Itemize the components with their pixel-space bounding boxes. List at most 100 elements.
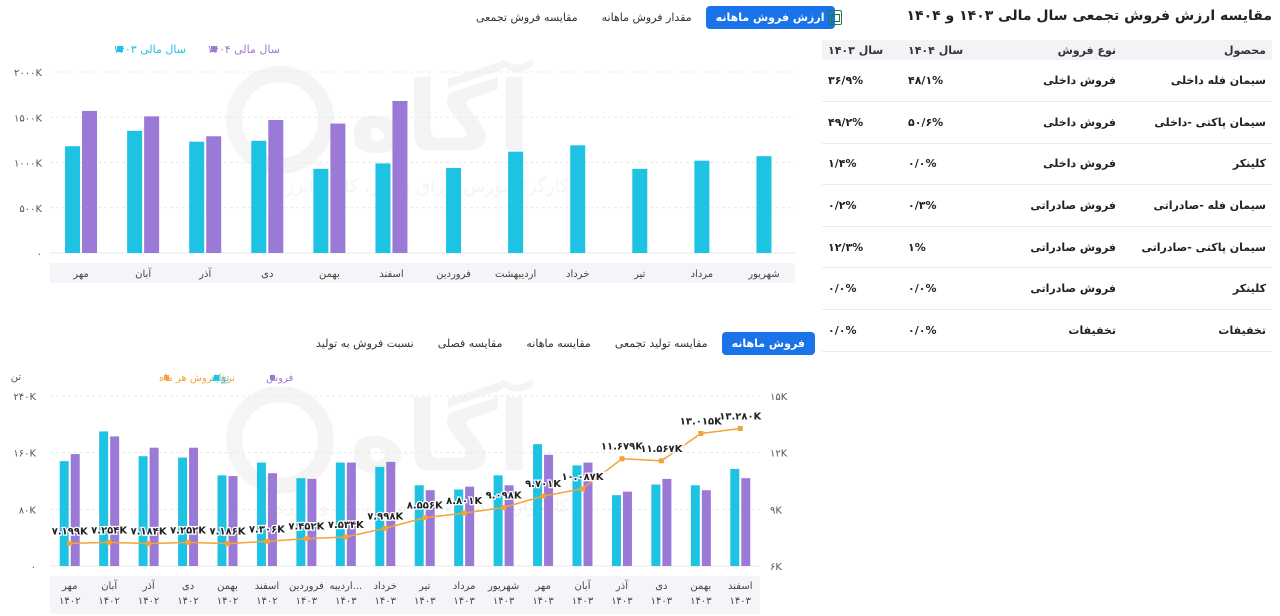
excel-export-icon[interactable]: [828, 10, 842, 25]
chart2-x-tick-month: اردیبه...: [329, 581, 362, 592]
cell-sales-type: فروش صادراتی: [982, 226, 1122, 269]
chart1-legend-label-1404: سال مالی ۱۴۰۴: [207, 43, 280, 56]
header-product: محصول: [1122, 40, 1272, 60]
bottom-chart-tabs: فروش ماهانه مقایسه تولید تجمعی مقایسه ماها…: [306, 332, 815, 355]
chart1-x-axis-band: [50, 263, 795, 283]
chart2-x-tick-month: آبان: [575, 579, 592, 592]
cumulative-sales-table: محصول نوع فروش سال ۱۴۰۴ سال ۱۴۰۳ سیمان ف…: [822, 40, 1272, 352]
cell-product: کلینکر: [1122, 267, 1272, 311]
watermark-tagline: کارگزار بورس اوراق بهادار، کالا و انرژی: [271, 175, 569, 197]
chart2-bar-sales: [741, 478, 751, 566]
chart2-x-axis-band: [50, 576, 760, 614]
chart2-x-tick-month: اسفند: [255, 581, 279, 592]
chart2-y-left-tick-label: ۱۶۰K: [13, 449, 36, 460]
chart1-bar-1403: [570, 145, 586, 253]
chart1-x-tick-label: دی: [261, 269, 273, 280]
chart2-legend-swatch-sales: [270, 375, 275, 380]
chart2-x-tick-year: ۱۴۰۲: [138, 596, 159, 607]
chart2-rate-point: [382, 525, 388, 531]
bottom-tab-1[interactable]: مقایسه تولید تجمعی: [614, 337, 708, 350]
chart1-x-tick-label: خرداد: [566, 269, 589, 280]
chart2-bar-production: [493, 475, 503, 566]
chart1-bar-1403: [375, 163, 391, 253]
chart2-rate-data-label: ۱۱.۵۶۷K: [640, 444, 683, 455]
chart2-rate-data-label: ۷.۲۵۴K: [91, 525, 128, 536]
cell-year-1404: ۵۰/۶%: [902, 101, 982, 144]
cell-product: کلینکر: [1122, 143, 1272, 186]
table-row: کلینکر فروش صادراتی ۰/۰% ۰/۰%: [822, 267, 1272, 311]
chart2-x-tick-year: ۱۴۰۲: [59, 596, 80, 607]
cell-product: سیمان پاکتی -صادراتی: [1122, 226, 1272, 269]
cell-sales-type: فروش صادراتی: [982, 184, 1122, 227]
chart2-rate-data-label: ۱۰.۰۸۷K: [561, 472, 604, 483]
top-tab-1[interactable]: مقدار فروش ماهانه: [601, 11, 692, 24]
chart2-bar-sales: [425, 490, 435, 566]
bottom-tab-2[interactable]: مقایسه ماهانه: [526, 337, 591, 350]
bottom-tab-4[interactable]: نسبت فروش به تولید: [316, 337, 414, 350]
chart2-x-tick-year: ۱۴۰۳: [453, 596, 475, 607]
chart1-bar-1403: [694, 160, 710, 253]
header-year-1404: سال ۱۴۰۴: [902, 40, 982, 60]
cell-year-1404: ۰/۰%: [902, 267, 982, 311]
cumulative-sales-comparison-panel: مقایسه ارزش فروش تجمعی سال مالی ۱۴۰۳ و ۱…: [822, 0, 1272, 352]
chart2-x-tick-year: ۱۴۰۲: [177, 596, 198, 607]
chart2-x-tick-year: ۱۴۰۳: [493, 596, 515, 607]
table-row: سیمان فله داخلی فروش داخلی ۴۸/۱% ۳۶/۹%: [822, 60, 1272, 103]
chart2-x-tick-month: شهریور: [487, 581, 519, 592]
chart2-x-tick-month: دی: [655, 581, 667, 592]
cell-year-1404: ۰/۰%: [902, 309, 982, 352]
chart1-legend-swatch-1403: [117, 46, 123, 52]
chart1-x-tick-label: بهمن: [319, 269, 340, 280]
chart2-rate-data-label: ۷.۹۹۸K: [367, 511, 404, 522]
cell-year-1403: ۰/۲%: [822, 184, 902, 227]
chart2-rate-point: [264, 538, 270, 544]
chart2-y-left-tick-label: ۰: [31, 562, 36, 573]
bottom-tab-0[interactable]: فروش ماهانه: [721, 332, 815, 355]
chart2-rate-data-label: ۷.۲۵۲K: [170, 525, 207, 536]
cell-year-1404: ۰/۳%: [902, 184, 982, 227]
chart2-rate-data-label: ۹.۰۹۸K: [486, 490, 523, 501]
chart2-rate-point: [146, 541, 152, 547]
chart2-rate-point: [580, 486, 585, 492]
chart2-bar-production: [572, 465, 582, 566]
chart2-bar-sales: [228, 476, 238, 566]
chart2-bar-production: [217, 475, 227, 566]
cell-year-1403: ۰/۰%: [822, 267, 902, 311]
chart2-bar-production: [730, 468, 740, 566]
chart1-bar-1404: [330, 123, 346, 254]
chart2-bar-sales: [583, 462, 593, 566]
chart2-bar-production: [533, 444, 543, 566]
chart2-rate-data-label: ۱۳.۲۸۰K: [719, 411, 762, 422]
chart1-y-tick-label: ۱۰۰۰K: [14, 159, 42, 170]
chart2-rate-point: [106, 539, 112, 545]
chart1-x-tick-label: آذر: [198, 267, 212, 280]
chart1-legend-swatch-1404: [211, 46, 217, 52]
chart2-rate-point: [540, 493, 546, 499]
chart2-x-tick-month: فروردین: [289, 581, 324, 592]
bottom-tab-3[interactable]: مقایسه فصلی: [437, 337, 503, 350]
chart2-legend-label-rate: نرخ فروش هر ماه: [159, 373, 235, 384]
chart1-x-tick-label: مهر: [72, 269, 88, 280]
chart1-bar-1404: [206, 136, 222, 253]
chart2-rate-point: [619, 456, 625, 462]
top-tab-0[interactable]: ارزش فروش ماهانه: [705, 6, 835, 29]
chart1-bar-1403: [65, 146, 81, 253]
chart1-bar-1404: [392, 100, 408, 254]
chart1-x-tick-label: مرداد: [691, 269, 714, 280]
chart2-bar-sales: [386, 461, 396, 566]
top-tab-2[interactable]: مقایسه فروش تجمعی: [476, 11, 578, 24]
chart2-x-tick-month: آذر: [142, 579, 156, 592]
cell-product: تخفیفات: [1122, 309, 1272, 352]
chart1-bar-1403: [251, 140, 267, 253]
cell-sales-type: فروش صادراتی: [982, 267, 1122, 311]
chart2-rate-data-label: ۷.۵۳۴K: [328, 520, 365, 531]
chart1-y-tick-label: ۰: [37, 249, 42, 260]
chart2-rate-point: [422, 515, 428, 521]
chart2-bar-sales: [701, 490, 711, 566]
chart2-rate-point: [185, 539, 191, 545]
chart1-bar-1404: [82, 110, 98, 253]
chart1-y-tick-label: ۱۵۰۰K: [14, 113, 42, 124]
cell-year-1403: ۰/۰%: [822, 309, 902, 352]
chart2-bar-production: [256, 462, 266, 566]
watermark-brand: آگاه: [349, 58, 533, 173]
